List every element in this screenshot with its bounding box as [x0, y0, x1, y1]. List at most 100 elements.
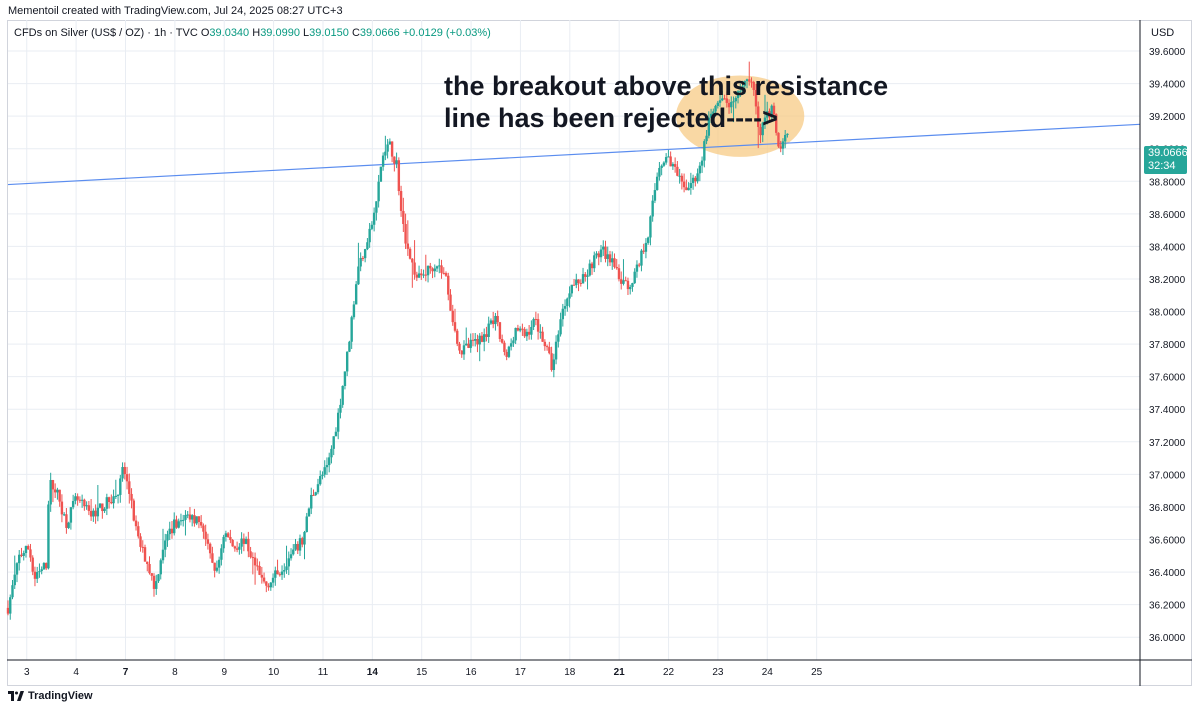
- candle-body: [208, 543, 212, 554]
- candle-body: [543, 341, 547, 347]
- candle-body: [570, 284, 574, 294]
- candle-body: [247, 538, 250, 552]
- candle-body: [507, 346, 511, 357]
- low-label: L: [303, 27, 310, 39]
- candle-body: [653, 190, 657, 201]
- candle-body: [727, 102, 731, 108]
- candle-body: [152, 575, 156, 589]
- tradingview-logo-icon: [8, 691, 24, 701]
- candle-body: [775, 114, 778, 133]
- candle-body: [27, 546, 30, 550]
- x-tick-label: 21: [614, 667, 626, 678]
- y-tick-label: 36.4000: [1149, 568, 1186, 579]
- candle-body: [33, 571, 37, 579]
- candle-body: [336, 412, 340, 432]
- candle-body: [532, 319, 535, 327]
- candle-body: [366, 242, 369, 250]
- candle-body: [606, 254, 609, 259]
- candle-body: [269, 582, 273, 588]
- candle-body: [303, 531, 306, 545]
- candle-body: [321, 474, 324, 477]
- candle-body: [781, 141, 785, 149]
- highlight-layer: [675, 75, 805, 157]
- candle-body: [271, 577, 275, 583]
- currency-label[interactable]: USD: [1151, 27, 1175, 39]
- low-value: 39.0150: [309, 27, 349, 39]
- candle-body: [47, 504, 50, 569]
- candle-body: [256, 565, 259, 567]
- brand-name: TradingView: [28, 690, 93, 702]
- candle-body: [783, 134, 787, 142]
- candle-body: [449, 294, 452, 311]
- candle-body: [310, 494, 313, 509]
- candle-body: [509, 343, 513, 347]
- candle-body: [485, 334, 488, 337]
- candle-body: [500, 338, 504, 343]
- y-tick-label: 36.6000: [1149, 536, 1186, 547]
- candle-body: [489, 320, 493, 324]
- candle-body: [177, 521, 180, 528]
- candle-body: [179, 520, 183, 522]
- candle-body: [496, 315, 499, 323]
- candle-body: [696, 173, 699, 182]
- candle-body: [258, 566, 261, 575]
- ohlc-legend: CFDs on Silver (US$ / OZ) · 1h · TVC O39…: [14, 27, 491, 39]
- x-tick-label: 10: [268, 667, 280, 678]
- candle-body: [352, 304, 356, 318]
- tradingview-logo[interactable]: TradingView: [8, 688, 93, 704]
- candle-body: [465, 343, 468, 346]
- candle-body: [159, 560, 162, 575]
- candle-body: [743, 81, 746, 87]
- candle-body: [307, 508, 311, 517]
- candle-body: [700, 160, 704, 166]
- candle-body: [777, 132, 780, 147]
- candle-body: [283, 570, 286, 572]
- candle-body: [408, 248, 412, 259]
- candle-body: [316, 484, 320, 493]
- candle-body: [125, 474, 129, 482]
- candle-body: [6, 607, 10, 614]
- candle-body: [530, 326, 533, 335]
- grid: [8, 20, 1140, 660]
- candle-body: [491, 320, 495, 325]
- candle-body: [197, 516, 201, 523]
- candle-body: [175, 519, 178, 528]
- last-price: 39.0666: [1148, 147, 1188, 159]
- candle-body: [602, 246, 605, 250]
- candle-body: [572, 284, 576, 286]
- rejection-highlight-ellipse: [675, 75, 805, 157]
- candle-body: [139, 536, 142, 547]
- candle-body: [730, 101, 733, 108]
- candle-body: [786, 133, 789, 135]
- candle-body: [721, 98, 724, 101]
- candle-body: [332, 436, 335, 449]
- candle-body: [110, 502, 113, 504]
- candle-body: [422, 274, 425, 276]
- y-tick-label: 38.0000: [1149, 308, 1186, 319]
- candle-body: [51, 480, 55, 490]
- candle-body: [184, 514, 187, 520]
- candle-body: [235, 548, 239, 550]
- candle-body: [94, 510, 97, 517]
- candle-body: [390, 141, 394, 157]
- candle-body: [444, 273, 448, 276]
- candle-body: [521, 328, 524, 330]
- candle-body: [433, 268, 436, 272]
- y-tick-label: 38.4000: [1149, 242, 1186, 253]
- candle-body: [76, 496, 79, 500]
- candle-body: [725, 98, 728, 103]
- candle-body: [249, 551, 252, 558]
- candle-body: [98, 503, 102, 508]
- candle-body: [24, 546, 28, 554]
- candle-body: [155, 581, 158, 589]
- candle-body: [292, 549, 295, 555]
- candle-body: [458, 343, 461, 351]
- candle-body: [707, 117, 711, 136]
- candle-body: [62, 514, 66, 516]
- candle-body: [190, 515, 194, 520]
- y-tick-label: 37.4000: [1149, 405, 1186, 416]
- candle-body: [294, 543, 297, 550]
- candle-body: [20, 554, 23, 556]
- candle-body: [709, 113, 713, 118]
